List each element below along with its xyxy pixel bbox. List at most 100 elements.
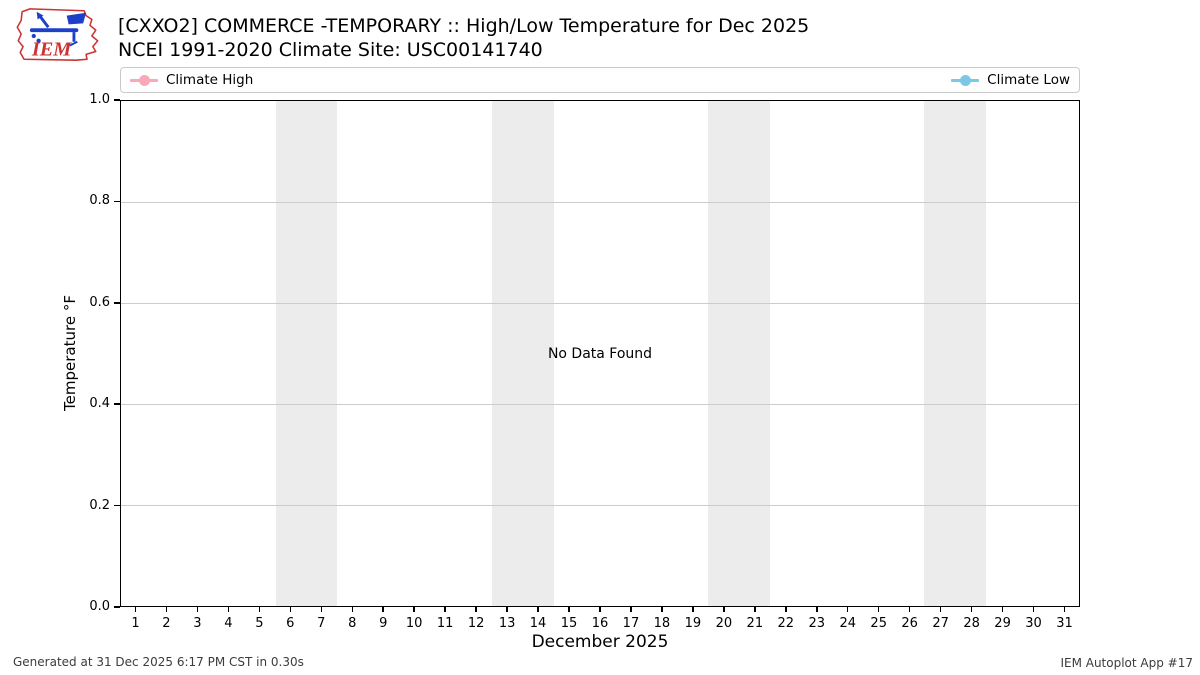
x-tick-label: 24: [839, 616, 857, 631]
climate-high-marker-icon: [130, 74, 158, 86]
climate-high-dot: [139, 75, 150, 86]
x-tick-mark: [165, 607, 168, 612]
x-tick-label: 29: [994, 616, 1011, 631]
no-data-message: No Data Found: [547, 345, 653, 362]
legend-entry-climate-low: Climate Low: [951, 72, 1070, 88]
x-tick-label: 26: [901, 616, 918, 631]
generated-timestamp: Generated at 31 Dec 2025 6:17 PM CST in …: [13, 655, 304, 669]
app-credit: IEM Autoplot App #17: [1060, 656, 1193, 670]
x-tick-label: 16: [591, 616, 609, 631]
x-tick-label: 30: [1025, 616, 1042, 631]
y-tick-label: 0.6: [89, 294, 110, 310]
x-tick-label: 4: [224, 616, 233, 631]
y-gridline: [121, 505, 1079, 506]
title-block: [CXXO2] COMMERCE -TEMPORARY :: High/Low …: [118, 14, 809, 62]
x-tick-label: 2: [162, 616, 171, 631]
x-tick-label: 27: [932, 616, 949, 631]
x-tick-label: 22: [777, 616, 795, 631]
x-tick-label: 5: [255, 616, 264, 631]
x-tick-mark: [134, 607, 137, 612]
climate-low-dot: [960, 75, 972, 86]
x-tick-mark: [568, 607, 570, 612]
x-tick-mark: [258, 607, 261, 612]
y-axis-title: Temperature °F: [61, 295, 79, 411]
x-tick-mark: [785, 607, 787, 612]
x-tick-mark: [506, 607, 508, 612]
x-tick-label: 20: [715, 616, 733, 631]
x-tick-label: 11: [436, 616, 454, 631]
y-tick-label: 1.0: [89, 92, 110, 107]
x-tick-mark: [630, 607, 632, 612]
x-tick-mark: [289, 607, 292, 612]
x-tick-label: 12: [467, 616, 485, 631]
x-tick-label: 17: [622, 616, 640, 631]
x-tick-mark: [1032, 607, 1035, 612]
x-tick-label: 14: [529, 616, 547, 631]
x-tick-mark: [227, 607, 230, 612]
x-tick-label: 18: [653, 616, 671, 631]
x-tick-mark: [413, 607, 415, 612]
x-tick-mark: [846, 607, 849, 612]
y-tick-mark: [114, 200, 120, 203]
y-gridline: [121, 303, 1079, 304]
y-tick-mark: [114, 606, 120, 608]
x-tick-label: 21: [746, 616, 764, 631]
y-tick-label: 0.0: [89, 599, 110, 614]
legend-entry-climate-high: Climate High: [130, 72, 253, 88]
x-tick-label: 7: [317, 616, 326, 631]
y-tick-mark: [114, 403, 120, 405]
x-tick-label: 28: [963, 616, 980, 631]
chart-subtitle: NCEI 1991-2020 Climate Site: USC00141740: [118, 39, 543, 61]
y-tick-label: 0.4: [89, 396, 110, 412]
y-gridline: [121, 404, 1079, 405]
x-tick-mark: [661, 607, 663, 612]
chart-title: [CXXO2] COMMERCE -TEMPORARY :: High/Low …: [118, 15, 810, 37]
x-tick-mark: [537, 607, 539, 612]
x-tick-label: 6: [286, 616, 295, 631]
plot-area: No Data Found: [120, 100, 1080, 607]
x-tick-mark: [1063, 607, 1066, 612]
x-tick-mark: [692, 607, 694, 612]
y-tick-mark: [114, 302, 120, 304]
x-tick-mark: [444, 607, 446, 612]
x-tick-mark: [970, 607, 973, 612]
x-tick-label: 3: [193, 616, 202, 631]
y-tick-label: 0.2: [89, 497, 110, 513]
x-tick-label: 31: [1056, 616, 1073, 631]
climate-low-marker-icon: [951, 74, 980, 86]
x-tick-mark: [382, 607, 384, 612]
x-tick-label: 15: [560, 616, 578, 631]
legend-label-climate-high: Climate High: [166, 72, 254, 88]
y-tick-mark: [114, 99, 120, 101]
x-tick-mark: [908, 607, 911, 612]
iem-logo-text: IEM: [31, 38, 72, 60]
x-tick-mark: [351, 607, 353, 612]
iem-logo: IEM: [16, 8, 99, 61]
legend: Climate High Climate Low: [120, 67, 1080, 93]
y-tick-mark: [114, 504, 120, 507]
y-tick-label: 0.8: [89, 193, 110, 209]
y-gridline: [121, 202, 1079, 203]
x-tick-mark: [475, 607, 477, 612]
x-tick-label: 10: [405, 616, 423, 631]
x-tick-mark: [599, 607, 601, 612]
x-tick-label: 1: [131, 616, 140, 631]
x-tick-mark: [877, 607, 880, 612]
x-axis-title: December 2025: [531, 632, 669, 652]
x-tick-label: 13: [498, 616, 516, 631]
x-tick-mark: [754, 607, 756, 612]
weekend-shading-band: [924, 101, 987, 606]
legend-label-climate-low: Climate Low: [987, 72, 1070, 88]
weekend-shading-band: [275, 101, 338, 606]
weekend-shading-band: [491, 101, 554, 606]
x-tick-label: 8: [348, 616, 357, 631]
weekend-shading-band: [708, 101, 770, 606]
x-tick-mark: [816, 607, 818, 612]
x-tick-label: 23: [808, 616, 826, 631]
x-tick-label: 19: [684, 616, 702, 631]
x-tick-mark: [1001, 607, 1004, 612]
x-tick-mark: [723, 607, 725, 612]
x-tick-mark: [320, 607, 323, 612]
x-tick-label: 9: [379, 616, 388, 631]
